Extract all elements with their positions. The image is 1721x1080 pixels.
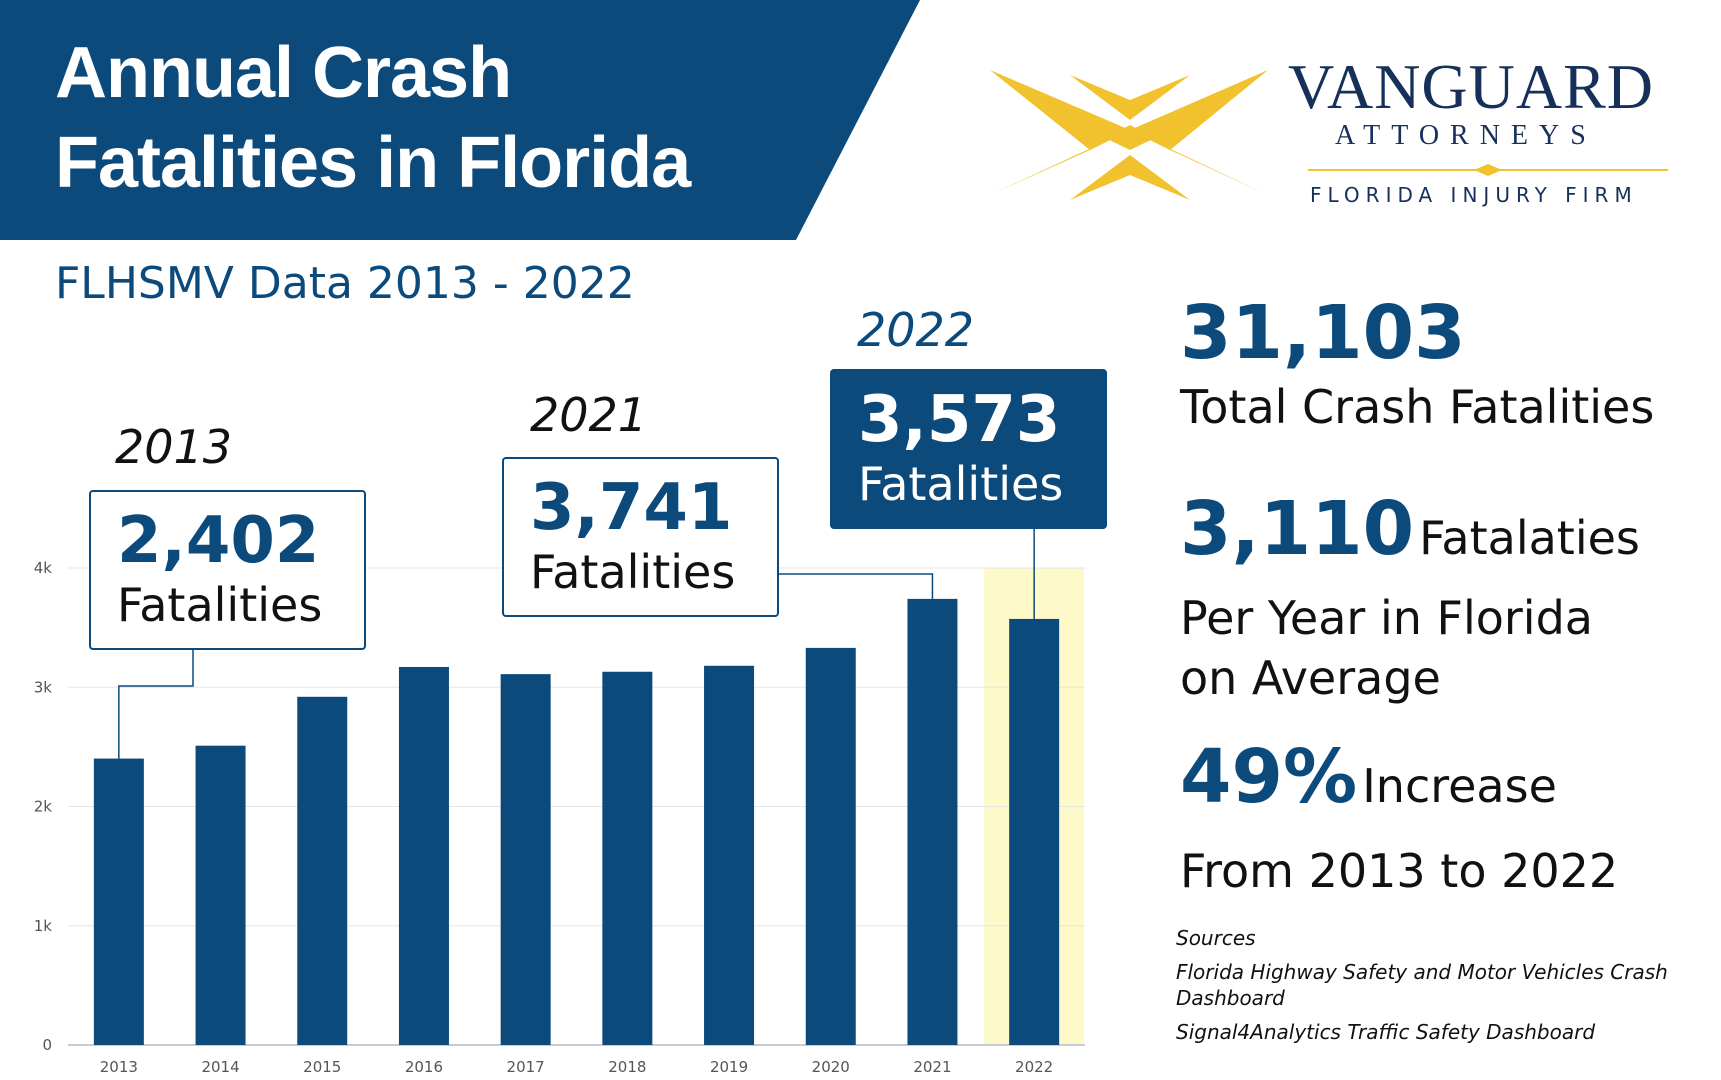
title-line-1: Annual Crash — [55, 33, 512, 113]
callout-2022: 3,573 Fatalities — [830, 369, 1107, 529]
x-tick-label: 2014 — [201, 1058, 239, 1076]
bar-chart: 0 1k 2k 3k 4k 2013 2014 2015 2016 2017 2018 2019 202… — [34, 529, 1085, 1076]
x-tick-label: 2013 — [100, 1058, 138, 1076]
callout-label-2021: Fatalities — [530, 545, 736, 599]
x-tick-label: 2016 — [405, 1058, 443, 1076]
logo-tagline: FLORIDA INJURY FIRM — [1310, 183, 1638, 207]
bar-2019 — [704, 665, 755, 1045]
y-tick-label: 4k — [34, 559, 53, 577]
callout-2013: 2,402 Fatalities — [89, 490, 366, 650]
callout-2021: 3,741 Fatalities — [502, 457, 779, 617]
callout-year-2021: 2021 — [530, 388, 648, 442]
logo-mark-icon — [990, 70, 1268, 200]
logo-subtitle: ATTORNEYS — [1335, 120, 1597, 151]
source-2: Signal4Analytics Traffic Safety Dashboar… — [1176, 1020, 1596, 1044]
y-tick-label: 3k — [34, 678, 53, 696]
stat-average: 3,110 Fatalaties Per Year in Florida on … — [1180, 490, 1700, 708]
stat-average-label-3: on Average — [1180, 651, 1441, 705]
y-tick-label: 0 — [42, 1036, 52, 1054]
page-title: Annual Crash Fatalities in Florida — [55, 28, 691, 208]
callout-value-2022: 3,573 — [858, 383, 1061, 457]
x-tick-label: 2022 — [1015, 1058, 1053, 1076]
logo-divider — [1308, 164, 1668, 176]
bar-2018 — [602, 671, 653, 1045]
source-1: Florida Highway Safety and Motor Vehicle… — [1176, 960, 1668, 1010]
stat-total: 31,103 Total Crash Fatalities — [1180, 290, 1700, 434]
logo-name: VANGUARD — [1288, 51, 1654, 122]
x-tick-label: 2015 — [303, 1058, 341, 1076]
bar-2016 — [398, 666, 449, 1045]
x-tick-label: 2019 — [710, 1058, 748, 1076]
x-tick-label: 2020 — [812, 1058, 850, 1076]
title-line-2: Fatalities in Florida — [55, 123, 691, 203]
stat-increase-label-2: From 2013 to 2022 — [1180, 844, 1619, 898]
callout-value-2013: 2,402 — [117, 504, 320, 578]
y-tick-label: 1k — [34, 917, 53, 935]
banner-shape — [0, 0, 920, 240]
x-tick-label: 2021 — [913, 1058, 951, 1076]
x-tick-label: 2017 — [507, 1058, 545, 1076]
bar-2013 — [93, 758, 144, 1045]
logo: VANGUARD ATTORNEYS FLORIDA INJURY FIRM — [990, 50, 1670, 220]
stat-increase-value: 49% — [1180, 734, 1358, 820]
callout-label-2022: Fatalities — [858, 457, 1064, 511]
bar-2014 — [195, 745, 246, 1045]
page-subtitle: FLHSMV Data 2013 - 2022 — [55, 258, 635, 309]
connector-2021 — [779, 573, 934, 599]
sources-heading: Sources — [1176, 926, 1256, 950]
stat-average-label-2: Per Year in Florida — [1180, 591, 1593, 645]
callout-label-2013: Fatalities — [117, 578, 323, 632]
stat-total-label: Total Crash Fatalities — [1180, 380, 1655, 434]
x-tick-label: 2018 — [608, 1058, 646, 1076]
stat-increase: 49% Increase From 2013 to 2022 — [1180, 738, 1700, 906]
callout-year-2013: 2013 — [115, 420, 233, 474]
stat-average-label-1: Fatalaties — [1419, 511, 1640, 565]
bar-2017 — [500, 674, 551, 1045]
stat-increase-label-1: Increase — [1362, 759, 1557, 813]
callout-year-2022: 2022 — [857, 303, 975, 357]
bar-2015 — [297, 696, 348, 1045]
bar-2020 — [805, 647, 856, 1045]
callout-value-2021: 3,741 — [530, 471, 733, 545]
stat-total-value: 31,103 — [1180, 290, 1466, 376]
connector-2013 — [118, 650, 194, 759]
sources: Sources Florida Highway Safety and Motor… — [1176, 925, 1696, 1053]
bar-2022 — [1009, 618, 1060, 1045]
y-tick-label: 2k — [34, 798, 53, 816]
header-banner — [0, 0, 920, 240]
stat-average-value: 3,110 — [1180, 486, 1415, 572]
bar-2021 — [907, 598, 958, 1045]
